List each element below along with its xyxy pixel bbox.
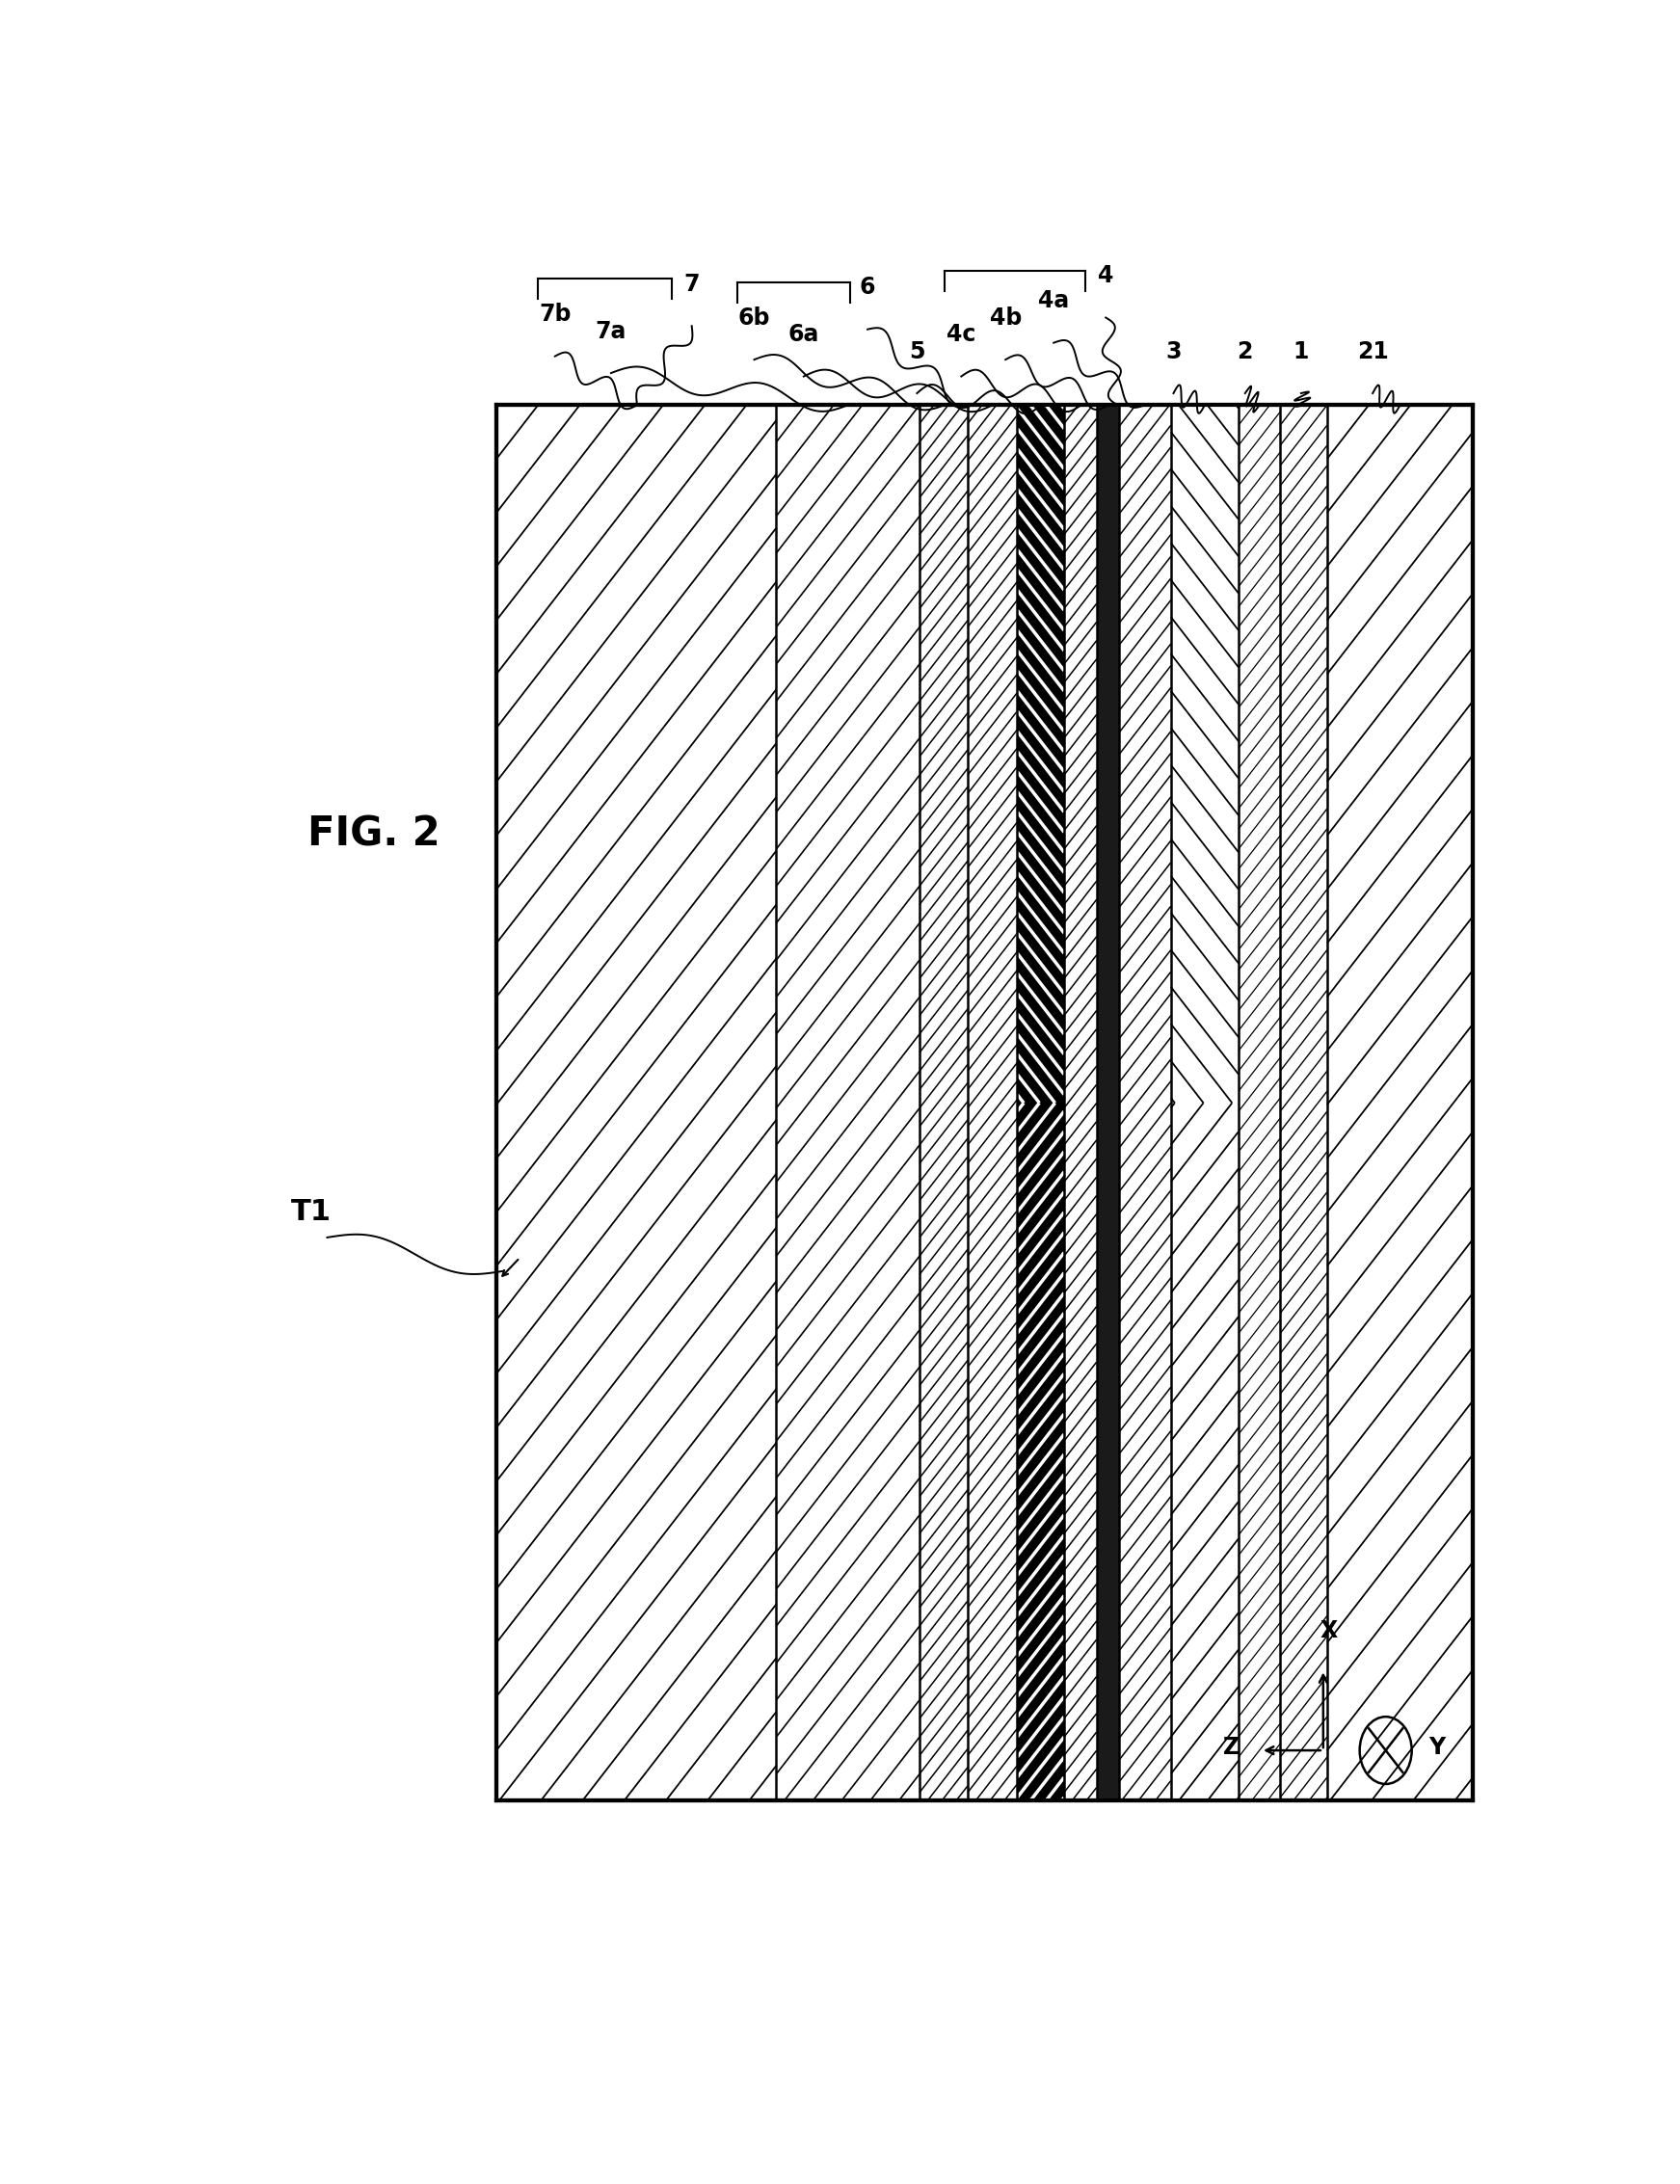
Text: Z: Z [1223,1736,1240,1758]
Text: 7: 7 [684,273,699,295]
Text: T1: T1 [291,1199,331,1225]
Text: FIG. 2: FIG. 2 [307,815,440,854]
Bar [1018,404,1063,1802]
Text: 6a: 6a [788,323,820,345]
Text: 21: 21 [1357,341,1388,363]
Bar [1171,404,1238,1802]
Text: Y: Y [1428,1736,1445,1758]
Text: 5: 5 [909,341,926,363]
Text: 4: 4 [1099,264,1114,288]
Bar [497,404,1473,1802]
Text: 6: 6 [860,275,875,299]
Text: 7b: 7b [539,304,571,325]
Text: 4a: 4a [1038,290,1068,312]
Text: 1: 1 [1294,341,1309,363]
Text: X: X [1319,1621,1337,1642]
Text: 7a: 7a [595,319,627,343]
Text: 3: 3 [1166,341,1181,363]
Bar [1097,404,1119,1802]
Text: 6b: 6b [738,306,771,330]
Text: 4b: 4b [990,306,1021,330]
Text: 2: 2 [1236,341,1253,363]
Text: 4c: 4c [946,323,976,345]
